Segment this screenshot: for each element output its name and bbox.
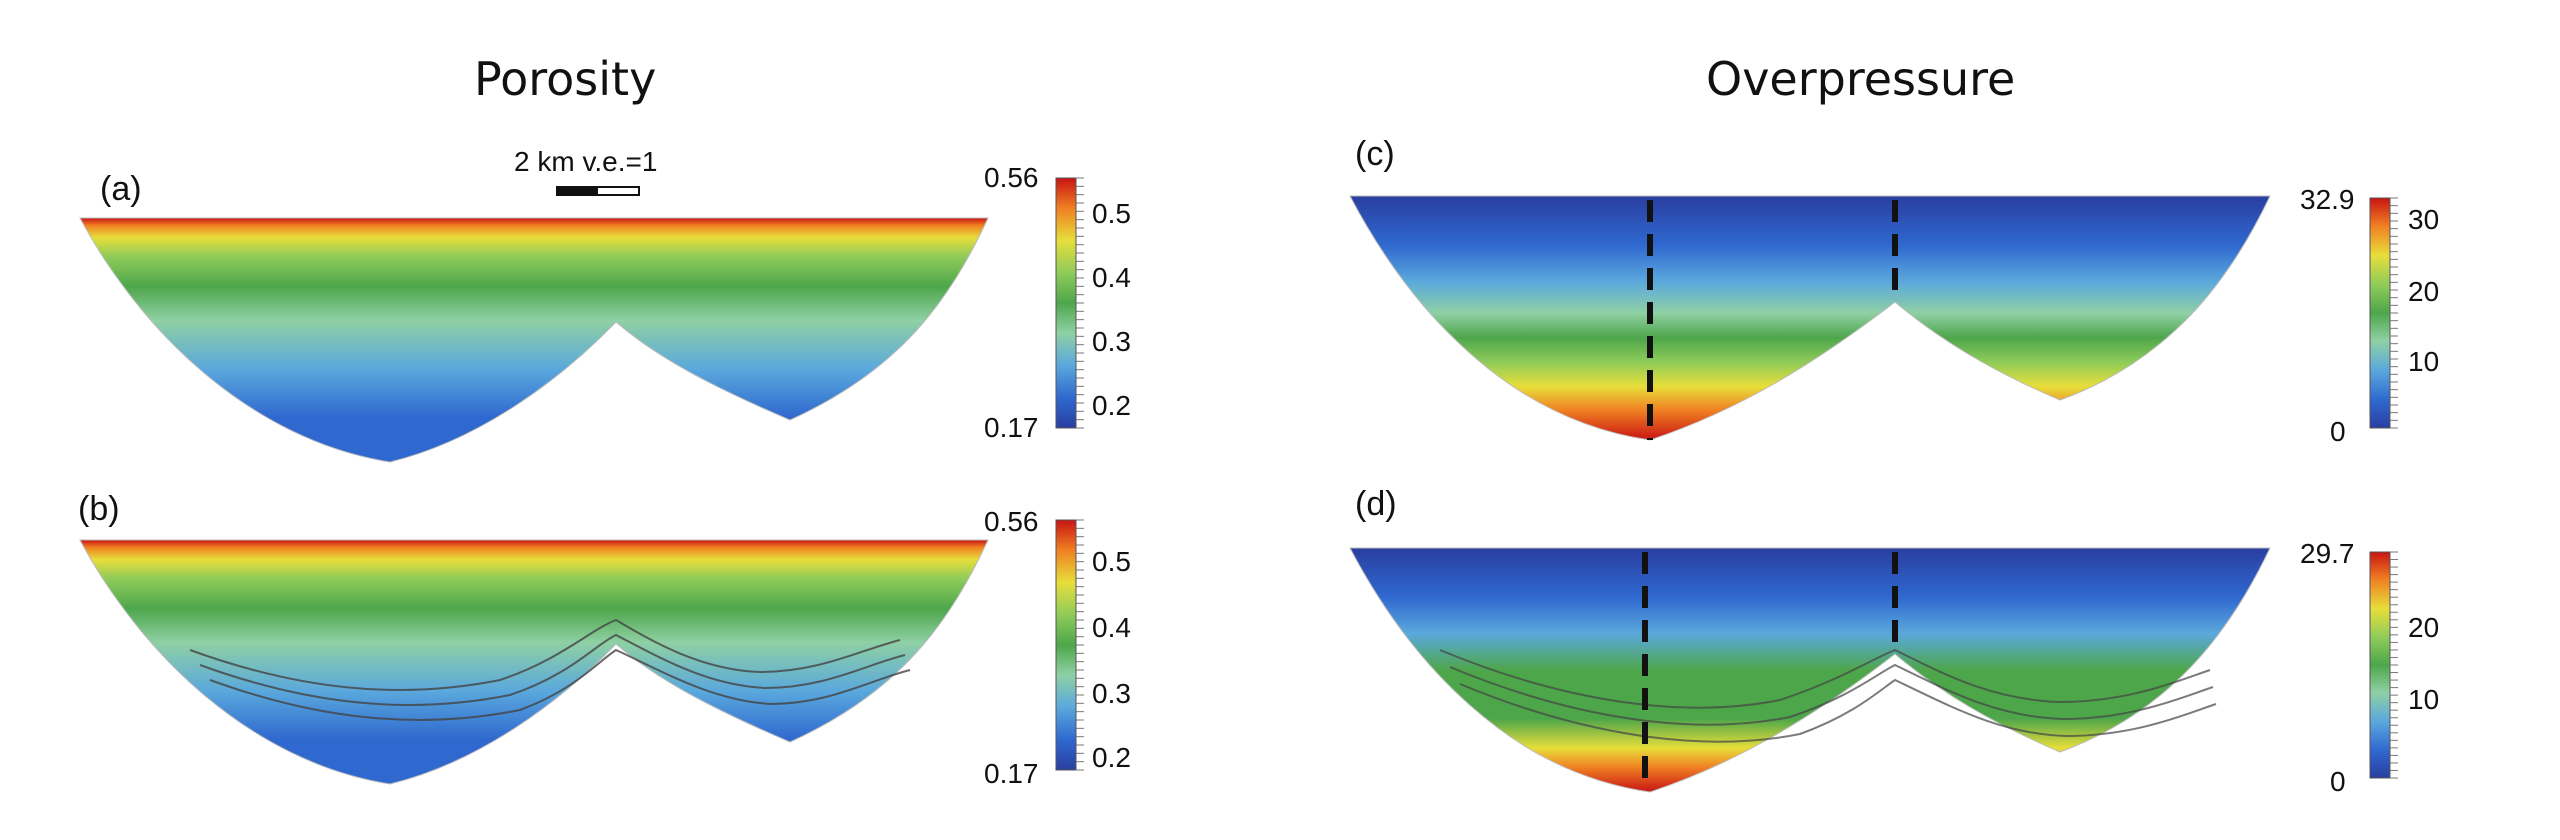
colorbar-c-tick-2: 20 bbox=[2408, 276, 2440, 307]
basin-section-a bbox=[79, 217, 989, 463]
porosity-title: Porosity bbox=[474, 52, 657, 106]
colorbar-a-tick-3: 0.3 bbox=[1092, 326, 1131, 357]
colorbar-a bbox=[1055, 177, 1077, 429]
colorbar-b-tick-1: 0.5 bbox=[1092, 546, 1131, 577]
colorbar-c bbox=[2369, 197, 2391, 429]
colorbar-a-tick-4: 0.2 bbox=[1092, 390, 1131, 421]
colorbar-b bbox=[1055, 519, 1077, 771]
colorbar-d-min: 0 bbox=[2330, 766, 2346, 797]
panel-label-c: (c) bbox=[1355, 135, 1395, 173]
scale-bar-label: 2 km v.e.=1 bbox=[514, 146, 658, 177]
colorbar-b-tick-4: 0.2 bbox=[1092, 742, 1131, 773]
colorbar-d-max: 29.7 bbox=[2300, 538, 2355, 569]
panel-label-a: (a) bbox=[100, 170, 142, 208]
colorbar-a-tick-2: 0.4 bbox=[1092, 262, 1131, 293]
overpressure-title: Overpressure bbox=[1706, 52, 2016, 106]
colorbar-d-tick-1: 20 bbox=[2408, 612, 2440, 643]
colorbar-c-tick-1: 30 bbox=[2408, 204, 2440, 235]
basin-section-c bbox=[1349, 195, 2271, 441]
colorbar-c-min: 0 bbox=[2330, 416, 2346, 447]
colorbar-a-tick-1: 0.5 bbox=[1092, 198, 1131, 229]
basin-section-d bbox=[1349, 547, 2271, 793]
colorbar-d-tick-2: 10 bbox=[2408, 684, 2440, 715]
colorbar-b-tick-2: 0.4 bbox=[1092, 612, 1131, 643]
colorbar-d bbox=[2369, 551, 2391, 779]
colorbar-minor-ticks bbox=[1076, 177, 2398, 779]
colorbar-a-max: 0.56 bbox=[984, 162, 1039, 193]
colorbar-b-min: 0.17 bbox=[984, 758, 1039, 789]
colorbar-b-max: 0.56 bbox=[984, 506, 1039, 537]
colorbar-c-max: 32.9 bbox=[2300, 184, 2355, 215]
horizon-lines-b bbox=[189, 618, 911, 721]
colorbar-a-min: 0.17 bbox=[984, 412, 1039, 443]
panel-label-d: (d) bbox=[1355, 485, 1397, 523]
well-lines bbox=[1642, 200, 1898, 790]
colorbar-c-tick-3: 10 bbox=[2408, 346, 2440, 377]
panel-label-b: (b) bbox=[78, 490, 120, 528]
basin-section-b bbox=[79, 539, 989, 785]
colorbar-b-tick-3: 0.3 bbox=[1092, 678, 1131, 709]
scale-bar bbox=[556, 186, 640, 196]
